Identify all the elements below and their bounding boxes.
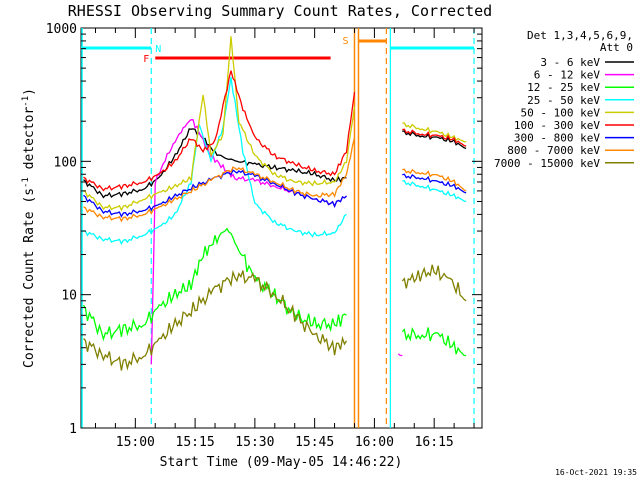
night-flag-label: N bbox=[155, 44, 161, 55]
legend-header-line-2: Att 0 bbox=[600, 41, 633, 54]
legend-label: 25 - 50 keV bbox=[527, 94, 600, 107]
legend-label: 7000 - 15000 keV bbox=[494, 157, 600, 170]
y-tick-label: 1 bbox=[69, 422, 77, 437]
x-axis-label: Start Time (09-May-05 14:46:22) bbox=[160, 455, 403, 470]
y-tick-label: 10 bbox=[61, 289, 77, 304]
series-line-segment-2 bbox=[398, 354, 402, 356]
y-tick-label: 100 bbox=[54, 155, 77, 170]
series-line bbox=[151, 120, 346, 365]
saa-flag-label: S bbox=[342, 36, 348, 47]
legend-label: 3 - 6 keV bbox=[540, 56, 600, 69]
y-axis-label-mid: detector bbox=[22, 107, 37, 178]
x-tick-label: 16:15 bbox=[415, 435, 454, 450]
legend-label: 300 - 800 keV bbox=[514, 132, 600, 145]
plot-frame bbox=[81, 28, 482, 428]
legend-label: 12 - 25 keV bbox=[527, 81, 600, 94]
legend-label: 50 - 100 keV bbox=[521, 106, 601, 119]
y-axis-label: Corrected Count Rate (s-1 detector-1) bbox=[21, 88, 37, 368]
x-tick-label: 16:00 bbox=[355, 435, 394, 450]
x-tick-label: 15:00 bbox=[116, 435, 155, 450]
series-line-segment-2 bbox=[402, 181, 466, 202]
series-line-segment-2 bbox=[402, 265, 466, 301]
x-tick-label: 15:15 bbox=[176, 435, 215, 450]
x-tick-label: 15:45 bbox=[295, 435, 334, 450]
y-axis-label-sup-2: -1 bbox=[21, 96, 31, 107]
y-axis-label-main: Corrected Count Rate (s bbox=[22, 188, 37, 368]
legend-label: 100 - 300 keV bbox=[514, 119, 600, 132]
y-axis-label-end: ) bbox=[22, 88, 37, 96]
y-axis-label-sup-1: -1 bbox=[21, 177, 31, 188]
series-line-segment-2 bbox=[402, 328, 466, 356]
series-line bbox=[84, 138, 355, 221]
flag-layer: NF S bbox=[81, 28, 474, 428]
chart-title: RHESSI Observing Summary Count Rates, Co… bbox=[68, 2, 492, 20]
flare-flag-label: F bbox=[143, 54, 149, 65]
x-axis-ticks: 15:00 15:15 15:30 15:45 16:00 16:15 bbox=[95, 28, 474, 450]
y-axis-ticks: 1 10 100 1000 bbox=[46, 22, 482, 437]
footer-date: 16-Oct-2021 19:35 bbox=[555, 468, 637, 477]
y-tick-label: 1000 bbox=[46, 22, 77, 37]
series-layer bbox=[84, 36, 467, 370]
legend-label: 800 - 7000 keV bbox=[507, 144, 600, 157]
legend-label: 6 - 12 keV bbox=[534, 69, 601, 82]
x-tick-label: 15:30 bbox=[235, 435, 274, 450]
